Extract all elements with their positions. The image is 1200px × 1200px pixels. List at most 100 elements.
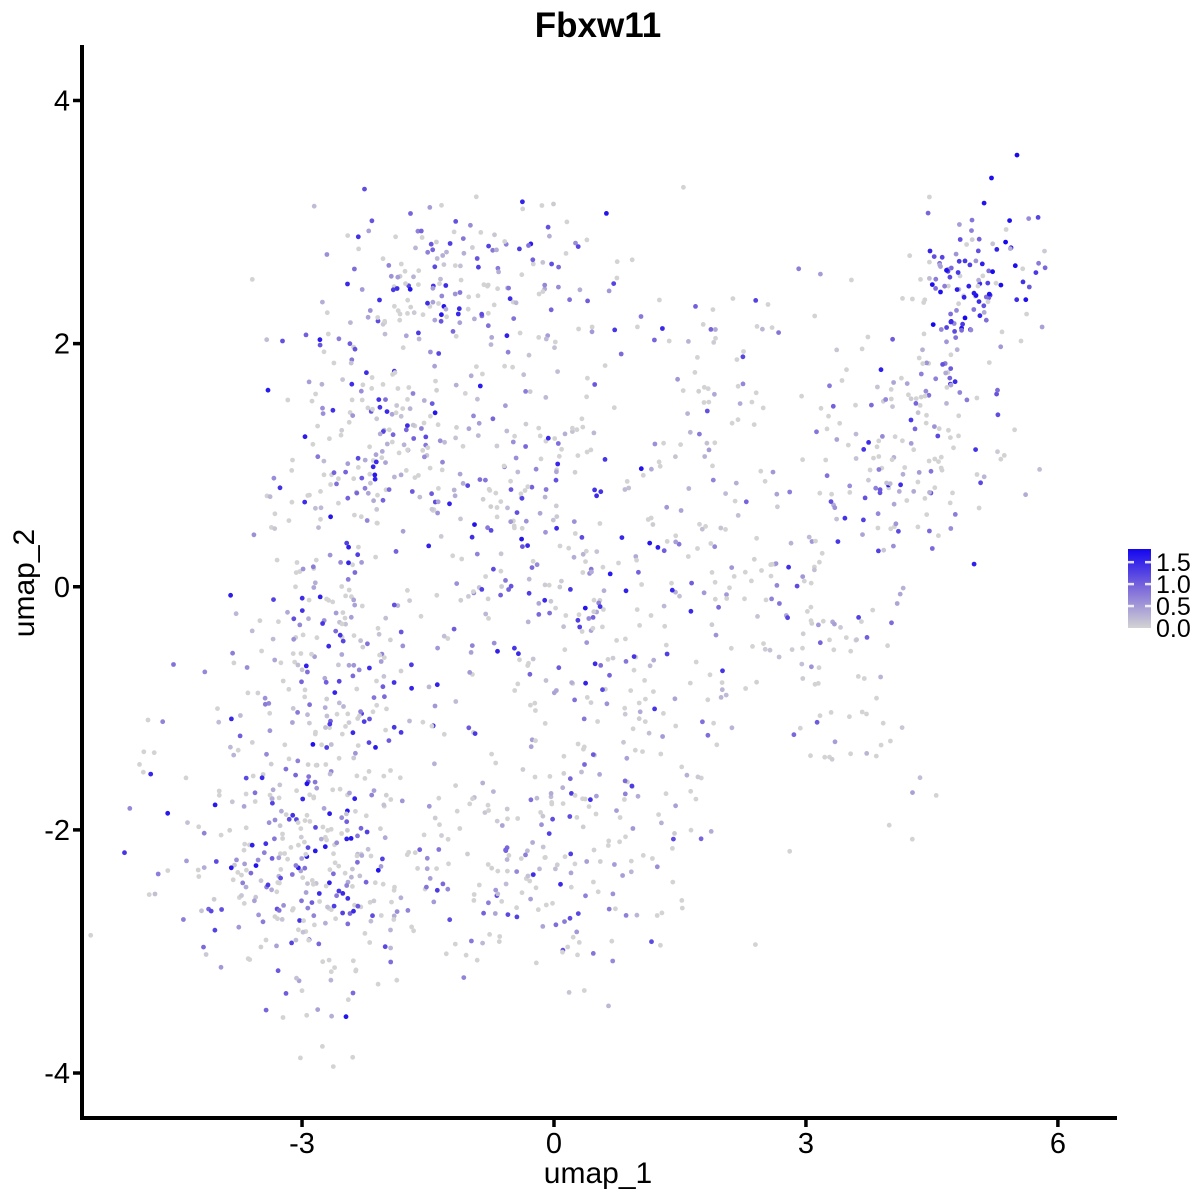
data-point — [141, 749, 147, 755]
data-point — [561, 753, 567, 759]
data-point — [517, 330, 523, 336]
data-point — [523, 444, 528, 449]
data-point — [342, 615, 348, 621]
data-point — [457, 471, 463, 477]
data-point — [617, 815, 623, 820]
data-point — [525, 484, 531, 490]
data-point — [553, 922, 559, 928]
data-point — [631, 654, 637, 659]
data-point — [435, 499, 441, 505]
data-point — [291, 616, 297, 622]
data-point — [196, 824, 202, 830]
data-point — [475, 433, 481, 438]
data-point — [687, 680, 693, 686]
data-point — [353, 750, 358, 756]
data-point — [320, 621, 325, 626]
data-point — [508, 583, 514, 589]
data-point — [1007, 218, 1012, 224]
data-point — [652, 337, 657, 343]
data-point — [553, 503, 559, 509]
data-point — [411, 928, 416, 934]
data-point — [582, 796, 588, 802]
data-point — [623, 834, 628, 840]
data-point — [230, 877, 236, 883]
data-point — [855, 674, 861, 679]
data-point — [160, 719, 166, 725]
data-point — [554, 862, 560, 868]
data-point — [476, 882, 482, 888]
data-point — [981, 474, 987, 480]
data-point — [768, 562, 774, 568]
data-point — [323, 762, 329, 767]
data-point — [612, 862, 617, 867]
data-point — [296, 842, 301, 848]
data-point — [355, 455, 361, 461]
data-point — [613, 906, 618, 912]
data-point — [900, 471, 906, 477]
data-point — [812, 681, 818, 687]
data-point — [309, 651, 314, 657]
data-point — [926, 458, 932, 464]
data-point — [239, 893, 244, 898]
data-point — [598, 663, 604, 668]
data-point — [367, 940, 373, 945]
data-point — [623, 659, 629, 664]
data-point — [348, 836, 354, 841]
data-point — [337, 632, 343, 638]
data-point — [185, 820, 190, 825]
data-point — [1037, 467, 1042, 472]
data-point — [274, 557, 280, 563]
data-point — [281, 903, 286, 908]
data-point — [838, 625, 843, 630]
data-point — [407, 718, 412, 724]
data-point — [420, 719, 426, 725]
data-point — [741, 349, 746, 354]
data-point — [955, 270, 961, 275]
data-point — [728, 645, 734, 651]
data-point — [313, 557, 319, 563]
data-point — [452, 493, 458, 499]
data-point — [974, 472, 980, 477]
data-point — [344, 540, 350, 546]
data-point — [505, 816, 510, 822]
data-point — [891, 543, 896, 549]
data-point — [498, 499, 504, 504]
data-point — [513, 300, 519, 306]
data-point — [830, 403, 836, 409]
data-point — [932, 485, 938, 491]
data-point — [930, 322, 936, 327]
data-point — [352, 512, 357, 518]
data-point — [300, 875, 306, 880]
data-point — [938, 454, 944, 460]
data-point — [878, 742, 884, 748]
data-point — [753, 390, 759, 396]
data-point — [556, 453, 562, 459]
data-point — [465, 483, 471, 488]
data-point — [343, 593, 348, 599]
data-point — [276, 795, 282, 801]
data-point — [557, 543, 563, 549]
data-point — [936, 426, 942, 432]
data-point — [651, 689, 656, 694]
data-point — [391, 917, 397, 922]
data-point — [714, 742, 720, 748]
data-point — [317, 342, 323, 348]
data-point — [1039, 324, 1045, 330]
data-point — [469, 938, 474, 944]
data-point — [502, 363, 507, 369]
data-point — [309, 398, 315, 404]
data-point — [216, 788, 222, 794]
data-point — [589, 329, 595, 335]
data-point — [580, 824, 586, 830]
data-point — [542, 494, 548, 500]
data-point — [910, 790, 915, 795]
data-point — [948, 526, 954, 531]
data-point — [701, 590, 707, 596]
data-point — [743, 686, 748, 691]
data-point — [753, 942, 758, 947]
data-point — [592, 382, 598, 387]
data-point — [332, 965, 337, 970]
data-point — [398, 668, 404, 674]
data-point — [527, 389, 533, 394]
data-point — [774, 583, 780, 588]
